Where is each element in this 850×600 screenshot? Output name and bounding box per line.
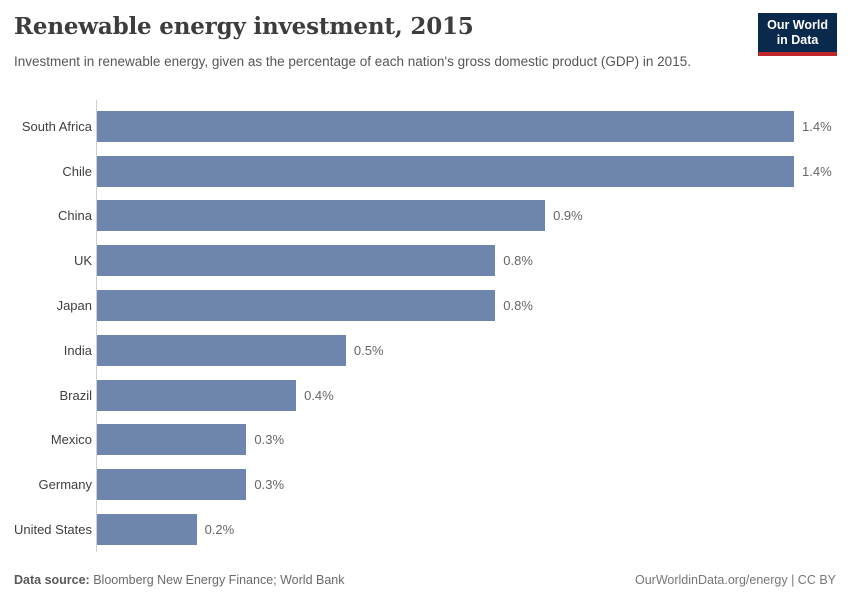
bar[interactable]	[97, 514, 197, 546]
bar[interactable]	[97, 110, 794, 142]
value-label: 0.9%	[553, 208, 583, 224]
data-source-text: Bloomberg New Energy Finance; World Bank	[89, 573, 345, 587]
owid-logo-line1: Our World	[767, 18, 828, 32]
value-label: 0.2%	[204, 522, 235, 538]
owid-logo[interactable]: Our World in Data	[758, 13, 837, 56]
bar-row: Mexico 0.3%	[0, 418, 850, 463]
data-source: Data source: Bloomberg New Energy Financ…	[14, 573, 344, 587]
category-label: Mexico	[50, 432, 92, 448]
value-label: 0.3%	[254, 432, 285, 448]
bar-row: Chile 1.4%	[0, 149, 850, 194]
category-label: Chile	[62, 163, 92, 179]
value-label: 0.8%	[503, 253, 533, 269]
value-label: 0.8%	[503, 298, 533, 314]
bar-area: 1.4%	[97, 110, 850, 142]
category-label: Germany	[38, 477, 92, 493]
category-label: India	[63, 342, 92, 358]
data-source-label: Data source:	[14, 573, 90, 587]
bar[interactable]	[97, 245, 496, 277]
bar-area: 0.4%	[97, 379, 850, 411]
license-credit[interactable]: OurWorldinData.org/energy | CC BY	[634, 573, 836, 587]
bar[interactable]	[97, 424, 247, 456]
value-label: 0.4%	[304, 387, 334, 403]
chart-footer: Data source: Bloomberg New Energy Financ…	[14, 573, 836, 587]
category-label: United States	[13, 522, 92, 538]
category-label: UK	[73, 253, 92, 269]
bar[interactable]	[97, 379, 297, 411]
category-label: China	[58, 208, 92, 224]
bar-area: 0.2%	[97, 514, 850, 546]
bar-area: 0.5%	[97, 334, 850, 366]
bar-chart: South Africa 1.4% Chile 1.4% China 0.9% …	[0, 100, 850, 552]
bar-row: United States 0.2%	[0, 507, 850, 552]
value-label: 1.4%	[802, 163, 832, 179]
bar[interactable]	[97, 334, 346, 366]
value-label: 0.5%	[353, 342, 384, 358]
bar[interactable]	[97, 290, 496, 322]
bar[interactable]	[97, 200, 546, 232]
bar-row: South Africa 1.4%	[0, 104, 850, 149]
bar-row: UK 0.8%	[0, 238, 850, 283]
bar-row: Brazil 0.4%	[0, 373, 850, 418]
bar-area: 0.8%	[97, 245, 850, 277]
bar[interactable]	[97, 469, 247, 501]
bar[interactable]	[97, 155, 794, 187]
bar-row: Japan 0.8%	[0, 283, 850, 328]
bar-rows: South Africa 1.4% Chile 1.4% China 0.9% …	[0, 104, 850, 552]
owid-logo-line2: in Data	[776, 33, 819, 47]
category-label: Japan	[56, 298, 92, 314]
bar-area: 0.3%	[97, 469, 850, 501]
value-label: 1.4%	[802, 118, 832, 134]
bar-row: Germany 0.3%	[0, 462, 850, 507]
y-axis-line	[96, 100, 97, 552]
chart-subtitle: Investment in renewable energy, given as…	[14, 54, 691, 69]
category-label: Brazil	[59, 387, 92, 403]
value-label: 0.3%	[254, 477, 285, 493]
bar-row: India 0.5%	[0, 328, 850, 373]
bar-area: 0.3%	[97, 424, 850, 456]
bar-area: 1.4%	[97, 155, 850, 187]
page-title: Renewable energy investment, 2015	[14, 13, 474, 40]
category-label: South Africa	[21, 118, 92, 134]
bar-row: China 0.9%	[0, 194, 850, 239]
bar-area: 0.8%	[97, 290, 850, 322]
bar-area: 0.9%	[97, 200, 850, 232]
